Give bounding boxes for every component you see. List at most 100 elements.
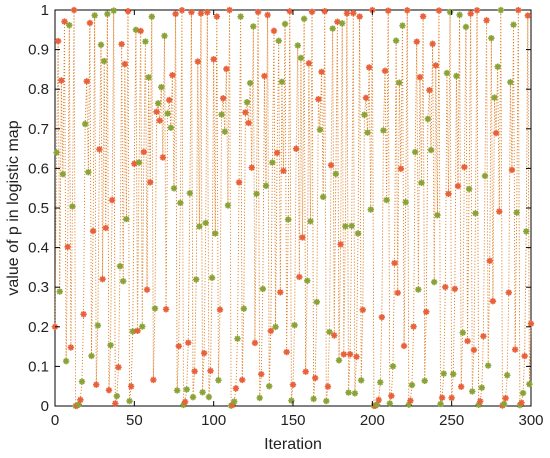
data-point <box>319 193 327 201</box>
data-point <box>53 149 60 156</box>
data-point <box>283 348 290 356</box>
data-point <box>491 94 498 101</box>
data-point <box>285 216 292 223</box>
axis-layer: 0 50 100 150 200 250 300 0 0.1 0.2 0.3 0.4 0.5 0.6 0.7… <box>28 2 543 429</box>
data-point <box>140 148 148 156</box>
data-point <box>519 389 527 397</box>
data-point <box>483 17 490 24</box>
data-point <box>158 84 165 91</box>
data-point <box>88 352 95 360</box>
data-point <box>313 298 320 306</box>
data-point <box>521 352 528 360</box>
data-point <box>245 119 252 127</box>
data-point <box>162 306 170 313</box>
data-point <box>213 13 221 20</box>
data-point <box>434 211 441 219</box>
data-point <box>231 398 238 405</box>
data-point <box>291 322 298 329</box>
data-point <box>385 7 392 14</box>
series-line <box>54 10 532 407</box>
data-point <box>59 170 67 178</box>
data-point <box>456 11 463 19</box>
data-point <box>310 395 317 403</box>
data-point <box>377 379 384 386</box>
data-point <box>431 278 438 286</box>
x-tick-label: 300 <box>518 412 543 429</box>
data-point <box>435 7 443 14</box>
data-point <box>281 20 289 28</box>
data-point <box>102 224 109 232</box>
data-point <box>180 401 187 409</box>
data-point <box>191 368 198 375</box>
data-point <box>367 206 374 213</box>
data-point <box>193 276 200 283</box>
data-point <box>183 386 190 393</box>
data-point <box>189 393 197 401</box>
data-point <box>147 179 154 186</box>
data-point <box>467 10 474 17</box>
data-point <box>178 7 186 14</box>
data-point <box>113 392 121 400</box>
data-point <box>429 40 436 48</box>
data-point <box>381 67 389 75</box>
data-point <box>223 65 230 73</box>
data-point <box>419 13 427 20</box>
data-point <box>507 78 514 86</box>
data-point <box>378 313 386 321</box>
data-point <box>518 399 525 406</box>
data-point <box>212 230 219 237</box>
data-point <box>443 69 451 77</box>
data-point <box>166 96 173 104</box>
data-point <box>448 394 455 402</box>
data-point <box>408 381 416 389</box>
data-point <box>373 401 381 408</box>
data-point <box>259 285 267 293</box>
data-point <box>524 12 532 19</box>
data-point <box>83 78 90 85</box>
y-axis-label: value of p in logistic map <box>5 120 22 295</box>
data-point <box>321 8 328 15</box>
data-point <box>513 209 520 216</box>
data-point <box>400 342 408 350</box>
data-point <box>250 23 257 30</box>
data-point <box>386 400 393 407</box>
data-point <box>299 234 306 241</box>
data-point <box>275 37 282 45</box>
data-point <box>108 196 116 204</box>
data-point <box>416 73 424 81</box>
data-point <box>391 259 398 267</box>
data-point <box>150 376 157 384</box>
data-point <box>185 339 192 346</box>
y-tick-label: 0.8 <box>28 81 49 98</box>
data-point <box>380 127 387 134</box>
data-point <box>397 165 405 172</box>
data-point <box>273 149 281 156</box>
data-point <box>277 289 284 296</box>
data-point <box>351 390 359 397</box>
data-point <box>316 126 324 133</box>
data-point <box>334 18 341 25</box>
data-point <box>173 387 181 394</box>
data-point <box>411 148 419 156</box>
data-point <box>256 394 263 402</box>
data-point <box>461 163 468 171</box>
data-point <box>346 350 354 358</box>
data-point <box>86 19 94 27</box>
data-point <box>67 344 75 351</box>
data-point <box>331 332 338 339</box>
y-tick-label: 0.6 <box>28 160 49 177</box>
y-tick-label: 0.9 <box>28 42 49 59</box>
data-point <box>504 372 511 379</box>
data-point <box>70 6 78 14</box>
data-point <box>151 305 159 312</box>
data-point <box>264 11 271 19</box>
data-point <box>64 243 71 251</box>
data-point <box>126 397 133 405</box>
data-point <box>399 22 406 29</box>
data-point <box>267 327 274 335</box>
x-tick-label: 0 <box>51 412 59 429</box>
data-point <box>148 13 155 20</box>
data-point <box>404 7 411 14</box>
